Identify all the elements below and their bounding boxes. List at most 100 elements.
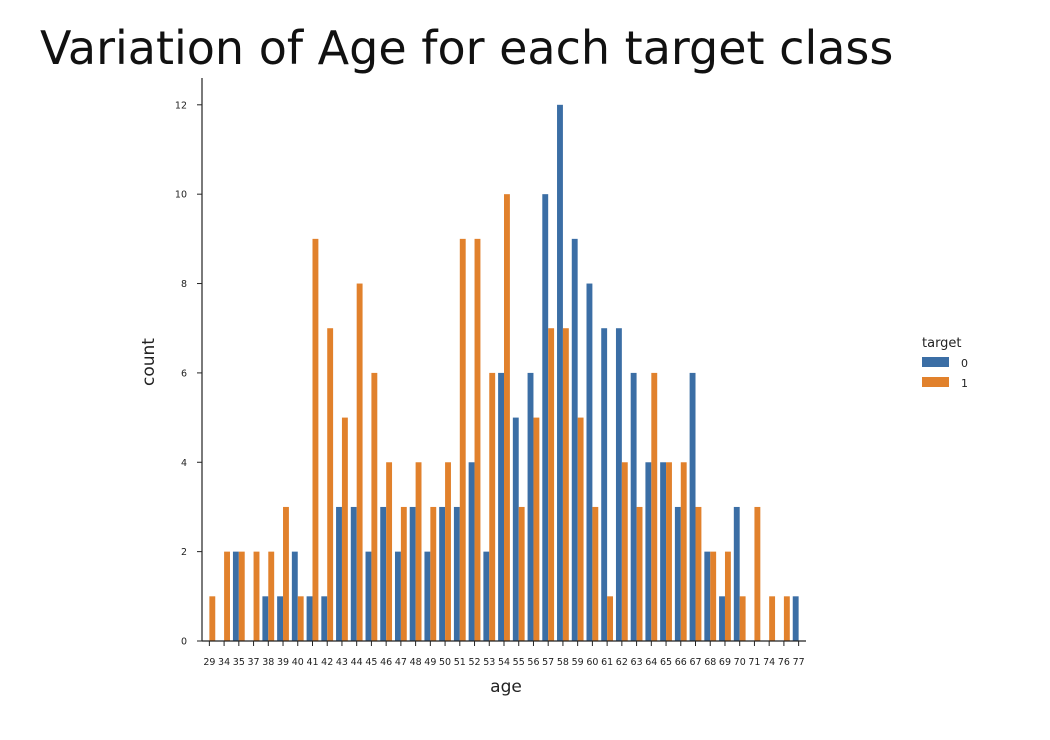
bar-target0-age-46	[380, 506, 387, 641]
x-tick-label-39: 39	[277, 657, 289, 668]
bar-target1-age-71	[754, 506, 761, 641]
chart-title: Variation of Age for each target class	[40, 21, 893, 75]
bar-target1-age-66	[680, 462, 687, 641]
bar-target1-age-61	[607, 596, 614, 641]
bar-target1-age-51	[459, 238, 466, 642]
x-tick-label-41: 41	[306, 657, 318, 668]
bar-target0-age-41	[306, 596, 313, 641]
bar-target0-age-55	[512, 417, 519, 641]
bar-target0-age-64	[645, 462, 652, 641]
bar-target0-age-40	[291, 551, 298, 641]
bar-target0-age-66	[674, 506, 681, 641]
bar-target0-age-44	[350, 506, 357, 641]
bar-target1-age-52	[474, 238, 481, 642]
bar-target1-age-41	[312, 238, 319, 642]
bar-target1-age-60	[592, 506, 599, 641]
x-tick-label-77: 77	[793, 657, 805, 668]
bar-target1-age-39	[283, 506, 289, 641]
x-tick-label-54: 54	[498, 657, 510, 668]
y-tick-label-8: 8	[181, 279, 187, 290]
x-tick-label-66: 66	[675, 657, 687, 668]
bar-target0-age-42	[321, 596, 328, 641]
bar-target1-age-63	[636, 506, 643, 641]
y-tick-label-6: 6	[181, 368, 187, 379]
bar-target1-age-43	[341, 417, 348, 641]
bar-target1-age-45	[371, 372, 378, 641]
x-tick-label-74: 74	[763, 657, 775, 668]
x-tick-label-56: 56	[527, 657, 539, 668]
x-tick-label-38: 38	[262, 657, 274, 668]
bar-target0-age-68	[704, 551, 711, 641]
x-tick-label-60: 60	[586, 657, 598, 668]
x-tick-label-44: 44	[351, 657, 363, 668]
bar-target1-age-49	[430, 506, 437, 641]
bar-target1-age-40	[297, 596, 304, 641]
bar-target1-age-70	[739, 596, 746, 641]
x-tick-label-62: 62	[616, 657, 628, 668]
x-tick-label-71: 71	[748, 657, 760, 668]
bar-target1-age-59	[577, 417, 584, 641]
x-tick-label-58: 58	[557, 657, 569, 668]
x-tick-label-45: 45	[365, 657, 377, 668]
bar-target1-age-69	[724, 551, 731, 641]
bar-target1-age-62	[621, 462, 628, 641]
bar-target0-age-54	[498, 372, 504, 641]
bar-target1-age-37	[253, 551, 260, 641]
x-tick-label-35: 35	[233, 657, 245, 668]
legend-label-0: 0	[961, 357, 968, 370]
x-tick-label-40: 40	[292, 657, 304, 668]
bar-target0-age-62	[615, 328, 622, 641]
bar-target0-age-60	[586, 283, 593, 641]
x-tick-label-53: 53	[483, 657, 495, 668]
x-tick-label-64: 64	[645, 657, 657, 668]
bar-target1-age-67	[695, 506, 702, 641]
bar-target0-age-39	[277, 596, 284, 641]
bar-target1-age-56	[533, 417, 540, 641]
x-tick-label-42: 42	[321, 657, 333, 668]
bar-target0-age-61	[601, 328, 608, 641]
bar-target1-age-46	[386, 462, 393, 641]
bar-target0-age-38	[262, 596, 269, 641]
x-tick-label-52: 52	[468, 657, 480, 668]
bar-target0-age-77	[792, 596, 799, 641]
bar-target0-age-56	[527, 372, 534, 641]
x-tick-label-65: 65	[660, 657, 672, 668]
bar-target0-age-65	[660, 462, 667, 641]
y-tick-label-0: 0	[181, 637, 187, 648]
bar-target1-age-50	[445, 462, 451, 641]
bar-target0-age-57	[542, 194, 549, 642]
bar-target1-age-68	[710, 551, 717, 641]
bar-target0-age-47	[394, 551, 401, 641]
x-tick-label-63: 63	[631, 657, 643, 668]
bar-target0-age-45	[365, 551, 372, 641]
y-ticks: 0 2 4 6 8 10 12	[175, 100, 202, 648]
x-tick-label-48: 48	[410, 657, 422, 668]
bar-target1-age-65	[666, 462, 672, 641]
bar-target1-age-57	[548, 328, 555, 641]
x-tick-label-69: 69	[719, 657, 731, 668]
x-tick-label-51: 51	[454, 657, 466, 668]
x-tick-label-50: 50	[439, 657, 451, 668]
x-tick-label-55: 55	[513, 657, 525, 668]
x-tick-label-76: 76	[778, 657, 790, 668]
legend: target 0 1	[922, 336, 968, 390]
bar-target1-age-55	[518, 506, 525, 641]
bar-target0-age-63	[630, 372, 637, 641]
x-tick-label-61: 61	[601, 657, 613, 668]
bar-target0-age-52	[468, 462, 475, 641]
x-tick-label-43: 43	[336, 657, 348, 668]
x-tick-label-59: 59	[572, 657, 584, 668]
bar-target0-age-49	[424, 551, 431, 641]
x-tick-label-49: 49	[424, 657, 436, 668]
bar-target0-age-35	[232, 551, 239, 641]
x-tick-label-29: 29	[203, 657, 215, 668]
legend-title: target	[922, 336, 962, 351]
legend-swatch-0	[922, 357, 949, 367]
y-tick-label-2: 2	[181, 547, 187, 558]
bar-target1-age-42	[327, 328, 334, 641]
bar-target1-age-47	[400, 506, 407, 641]
bar-target1-age-38	[268, 551, 275, 641]
bar-target1-age-54	[504, 194, 510, 642]
bar-target1-age-76	[783, 596, 790, 641]
